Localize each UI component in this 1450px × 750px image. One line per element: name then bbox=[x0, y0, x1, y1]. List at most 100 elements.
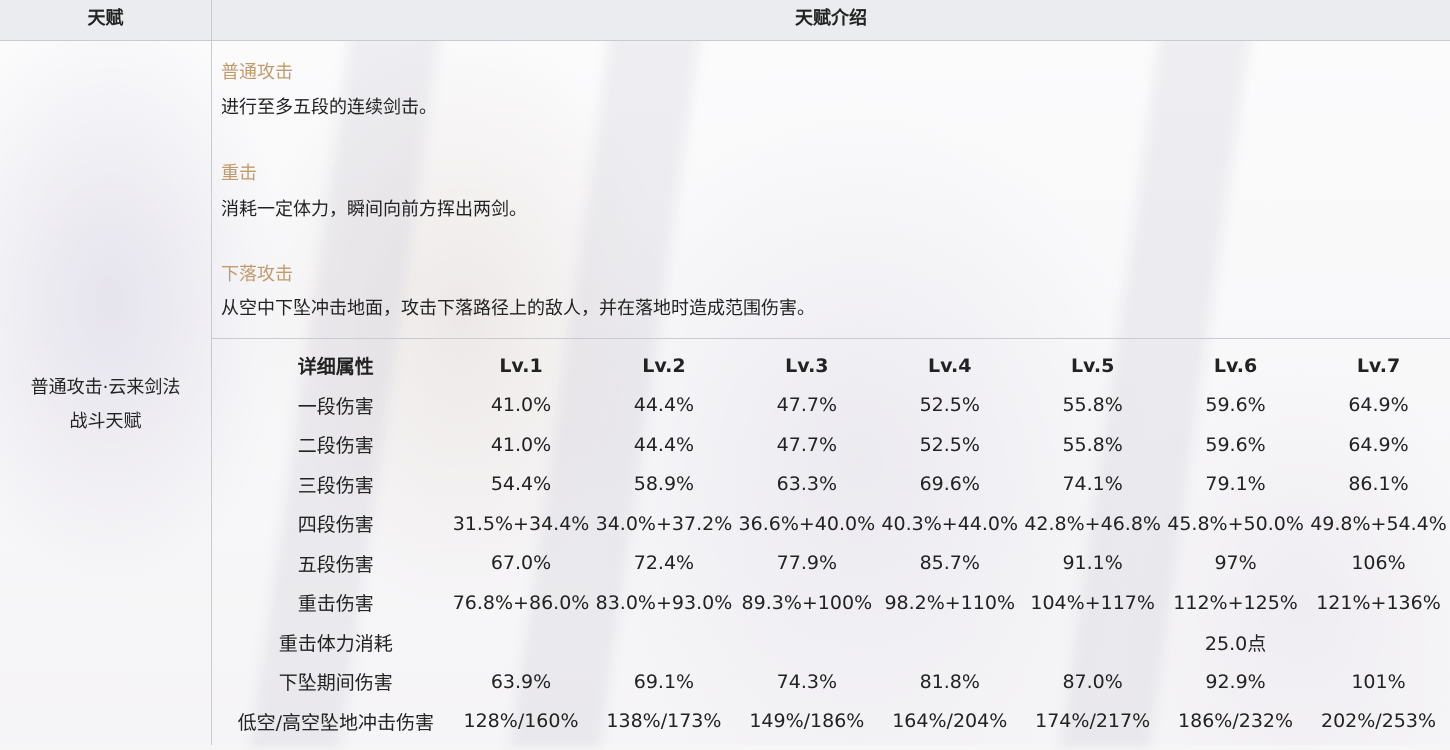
table-cell: 63.3% bbox=[776, 473, 838, 496]
table-row: 五段伤害 67.0% 72.4% 77.9% 85.7% 91.1% 97% 1… bbox=[222, 544, 1450, 584]
stats-header-level: Lv.1 bbox=[499, 354, 543, 377]
table-cell: 69.1% bbox=[633, 670, 695, 693]
table-cell: 45.8%+50.0% bbox=[1167, 512, 1304, 535]
table-cell: 81.8% bbox=[919, 670, 980, 693]
table-cell bbox=[1307, 623, 1450, 663]
stats-header-level: Lv.6 bbox=[1213, 354, 1258, 377]
table-row: 四段伤害 31.5%+34.4% 34.0%+37.2% 36.6%+40.0%… bbox=[222, 504, 1450, 544]
table-cell: 112%+125% bbox=[1173, 591, 1298, 614]
table-cell: 202%/253% bbox=[1320, 710, 1437, 733]
table-cell: 85.7% bbox=[919, 552, 980, 575]
table-cell: 44.4% bbox=[633, 433, 695, 456]
table-cell: 76.8%+86.0% bbox=[452, 591, 590, 614]
table-row: 下坠期间伤害 63.9% 69.1% 74.3% 81.8% 87.0% 92.… bbox=[222, 662, 1450, 702]
stats-header-level: Lv.4 bbox=[928, 354, 972, 377]
table-cell: 149%/186% bbox=[749, 710, 865, 733]
row-label: 五段伤害 bbox=[297, 553, 374, 576]
table-cell: 31.5%+34.4% bbox=[452, 512, 590, 535]
table-cell: 92.9% bbox=[1205, 670, 1266, 693]
section-divider bbox=[212, 338, 1450, 339]
talent-type: 战斗天赋 bbox=[69, 411, 142, 432]
row-label: 低空/高空坠地冲击伤害 bbox=[237, 711, 434, 734]
table-cell: 44.4% bbox=[633, 394, 695, 417]
table-cell bbox=[735, 623, 878, 663]
table-cell bbox=[1021, 623, 1164, 663]
stats-table: 详细属性 Lv.1 Lv.2 Lv.3 Lv.4 Lv.5 Lv.6 Lv.7 … bbox=[222, 346, 1450, 741]
header-talent-description: 天赋介绍 bbox=[795, 8, 867, 29]
section-text-charged-attack: 消耗一定体力，瞬间向前方挥出两剑。 bbox=[221, 199, 527, 220]
table-cell: 55.8% bbox=[1062, 433, 1123, 456]
table-cell: 87.0% bbox=[1062, 670, 1123, 693]
table-cell: 89.3%+100% bbox=[741, 591, 873, 614]
table-cell: 64.9% bbox=[1348, 433, 1409, 456]
table-cell: 128%/160% bbox=[463, 710, 579, 733]
table-cell: 63.9% bbox=[490, 670, 552, 693]
row-label: 下坠期间伤害 bbox=[278, 672, 393, 695]
table-cell: 98.2%+110% bbox=[884, 591, 1016, 614]
section-title-charged-attack: 重击 bbox=[221, 163, 257, 184]
section-title-plunging-attack: 下落攻击 bbox=[221, 264, 293, 285]
table-cell: 25.0点 bbox=[1204, 632, 1267, 655]
table-cell: 104%+117% bbox=[1030, 591, 1155, 614]
table-header: 天赋 天赋介绍 bbox=[0, 0, 1450, 41]
table-cell: 52.5% bbox=[919, 433, 980, 456]
stats-header-attribute: 详细属性 bbox=[297, 356, 374, 379]
section-text-plunging-attack: 从空中下坠冲击地面，攻击下落路径上的敌人，并在落地时造成范围伤害。 bbox=[221, 298, 815, 319]
table-cell: 49.8%+54.4% bbox=[1310, 512, 1447, 535]
table-cell: 106% bbox=[1351, 552, 1406, 575]
talent-name-cell: 普通攻击·云来剑法 战斗天赋 bbox=[0, 41, 212, 745]
table-cell: 55.8% bbox=[1062, 394, 1123, 417]
table-cell: 59.6% bbox=[1205, 394, 1266, 417]
table-cell: 41.0% bbox=[490, 394, 552, 417]
table-cell: 64.9% bbox=[1348, 394, 1409, 417]
table-cell: 52.5% bbox=[919, 394, 980, 417]
stats-header-level: Lv.5 bbox=[1070, 354, 1115, 377]
table-cell bbox=[878, 623, 1021, 663]
table-cell: 36.6%+40.0% bbox=[738, 512, 876, 535]
table-cell: 74.1% bbox=[1062, 473, 1123, 496]
table-cell: 164%/204% bbox=[892, 710, 1008, 733]
table-row: 重击伤害 76.8%+86.0% 83.0%+93.0% 89.3%+100% … bbox=[222, 583, 1450, 623]
table-cell: 91.1% bbox=[1062, 552, 1123, 575]
table-cell: 40.3%+44.0% bbox=[881, 512, 1019, 535]
table-cell bbox=[592, 623, 735, 663]
row-label: 四段伤害 bbox=[297, 514, 374, 537]
table-cell: 47.7% bbox=[776, 394, 838, 417]
table-cell: 41.0% bbox=[490, 433, 552, 456]
table-cell: 138%/173% bbox=[606, 710, 722, 733]
table-cell: 83.0%+93.0% bbox=[595, 591, 733, 614]
table-cell: 69.6% bbox=[919, 473, 980, 496]
row-label: 一段伤害 bbox=[297, 395, 374, 418]
table-cell: 58.9% bbox=[633, 473, 695, 496]
stats-header-level: Lv.7 bbox=[1356, 354, 1401, 377]
row-label: 重击伤害 bbox=[297, 593, 374, 616]
table-cell: 42.8%+46.8% bbox=[1024, 512, 1161, 535]
table-cell: 121%+136% bbox=[1316, 591, 1441, 614]
table-cell: 34.0%+37.2% bbox=[595, 512, 733, 535]
table-cell: 101% bbox=[1351, 670, 1406, 693]
table-cell: 186%/232% bbox=[1178, 710, 1294, 733]
header-talent: 天赋 bbox=[0, 0, 212, 40]
section-text-normal-attack: 进行至多五段的连续剑击。 bbox=[221, 97, 437, 118]
stats-header-row: 详细属性 Lv.1 Lv.2 Lv.3 Lv.4 Lv.5 Lv.6 Lv.7 bbox=[222, 346, 1450, 386]
table-row: 低空/高空坠地冲击伤害 128%/160% 138%/173% 149%/186… bbox=[222, 702, 1450, 742]
table-cell: 86.1% bbox=[1348, 473, 1409, 496]
section-title-normal-attack: 普通攻击 bbox=[221, 62, 293, 83]
stats-header-level: Lv.2 bbox=[642, 354, 686, 377]
stats-header-level: Lv.3 bbox=[785, 354, 829, 377]
row-label: 重击体力消耗 bbox=[278, 632, 393, 655]
table-cell: 79.1% bbox=[1205, 473, 1266, 496]
row-label: 三段伤害 bbox=[297, 474, 374, 497]
background-artwork bbox=[0, 30, 1450, 750]
table-row: 一段伤害 41.0% 44.4% 47.7% 52.5% 55.8% 59.6%… bbox=[222, 386, 1450, 426]
table-cell: 67.0% bbox=[490, 552, 552, 575]
table-cell: 174%/217% bbox=[1035, 710, 1151, 733]
table-cell: 72.4% bbox=[633, 552, 695, 575]
table-row: 重击体力消耗 25.0点 bbox=[222, 623, 1450, 663]
table-row: 三段伤害 54.4% 58.9% 63.3% 69.6% 74.1% 79.1%… bbox=[222, 465, 1450, 505]
table-cell: 47.7% bbox=[776, 433, 838, 456]
talent-name: 普通攻击·云来剑法 bbox=[30, 377, 181, 398]
table-cell: 97% bbox=[1214, 552, 1257, 575]
table-cell: 74.3% bbox=[776, 670, 838, 693]
table-cell bbox=[450, 623, 593, 663]
